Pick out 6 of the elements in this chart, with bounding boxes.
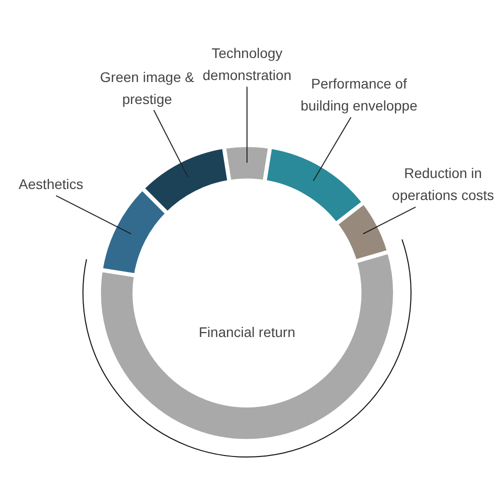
slice-label: Financial return xyxy=(198,324,296,340)
slice-label: Green image & prestige xyxy=(100,68,195,107)
slice-label: Technology demonstration xyxy=(202,44,292,83)
slice-label: Performance of building enveloppe xyxy=(300,75,418,114)
slice-label: Reduction in operations costs xyxy=(392,164,494,203)
slice-label: Aesthetics xyxy=(18,176,84,192)
